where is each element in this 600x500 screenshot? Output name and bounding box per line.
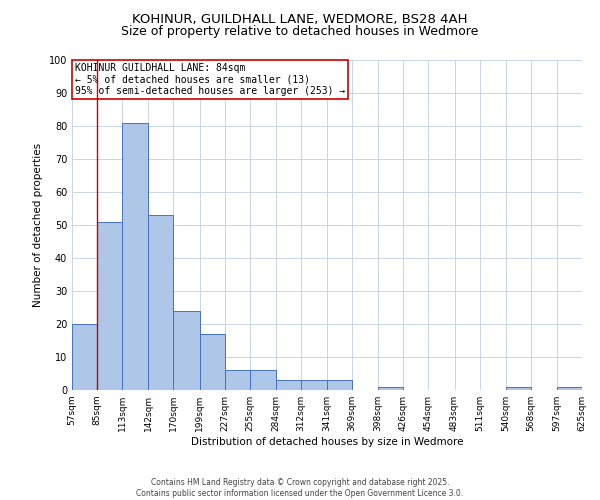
Bar xyxy=(506,386,531,390)
Bar xyxy=(97,222,122,390)
Y-axis label: Number of detached properties: Number of detached properties xyxy=(33,143,43,307)
Text: Contains HM Land Registry data © Crown copyright and database right 2025.
Contai: Contains HM Land Registry data © Crown c… xyxy=(136,478,464,498)
X-axis label: Distribution of detached houses by size in Wedmore: Distribution of detached houses by size … xyxy=(191,437,463,447)
Bar xyxy=(378,386,403,390)
Text: KOHINUR GUILDHALL LANE: 84sqm
← 5% of detached houses are smaller (13)
95% of se: KOHINUR GUILDHALL LANE: 84sqm ← 5% of de… xyxy=(74,64,345,96)
Text: Size of property relative to detached houses in Wedmore: Size of property relative to detached ho… xyxy=(121,25,479,38)
Bar xyxy=(148,215,173,390)
Bar xyxy=(301,380,327,390)
Bar xyxy=(557,386,582,390)
Bar xyxy=(199,334,224,390)
Bar xyxy=(276,380,301,390)
Bar xyxy=(72,324,97,390)
Bar xyxy=(327,380,352,390)
Bar xyxy=(224,370,250,390)
Text: KOHINUR, GUILDHALL LANE, WEDMORE, BS28 4AH: KOHINUR, GUILDHALL LANE, WEDMORE, BS28 4… xyxy=(132,12,468,26)
Bar xyxy=(250,370,276,390)
Bar xyxy=(122,122,148,390)
Bar xyxy=(173,311,199,390)
